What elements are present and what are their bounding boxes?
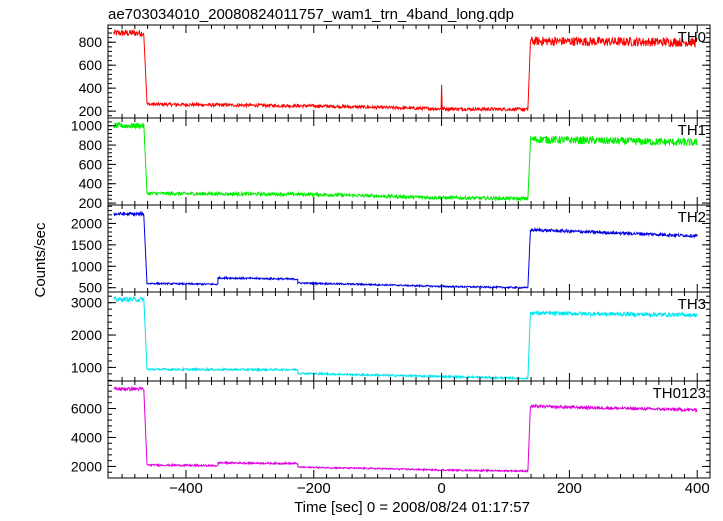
x-tick-label: −400: [169, 480, 203, 497]
panel-frame-th3: [107, 291, 711, 382]
panel-frame-th1: [107, 117, 711, 206]
y-tick-label: 600: [79, 156, 103, 172]
figure-title: ae703034010_20080824011757_wam1_trn_4ban…: [108, 6, 514, 23]
panel-frame-th2: [107, 204, 711, 293]
panels-group: 200 400 600 800 TH0 200 400 600 800 1000 TH1 500 100…: [71, 24, 711, 497]
y-tick-label: 500: [79, 280, 103, 296]
y-tick-label: 400: [79, 80, 103, 96]
series-line-th0123: [113, 385, 698, 473]
y-tick-label: 800: [79, 34, 103, 50]
y-tick-label: 400: [79, 176, 103, 192]
panel-label-th3: TH3: [678, 296, 706, 313]
panel-frame-th0123: [107, 380, 711, 479]
y-tick-label: 4000: [71, 429, 102, 445]
x-tick-label: 200: [557, 480, 582, 497]
panel-label-th0123: TH0123: [653, 385, 706, 402]
x-tick-label: 400: [685, 480, 710, 497]
panel-label-th0: TH0: [678, 29, 706, 46]
series-line-th1: [113, 121, 698, 202]
y-tick-label: 1000: [71, 258, 102, 274]
y-tick-label: 200: [79, 103, 103, 119]
y-tick-label: 2000: [71, 215, 102, 231]
y-tick-label: 3000: [71, 295, 102, 311]
panel-label-th1: TH1: [678, 122, 706, 139]
y-tick-label: 1500: [71, 237, 102, 253]
series-line-th3: [113, 295, 698, 381]
y-tick-label: 2000: [71, 327, 102, 343]
panel-label-th2: TH2: [678, 209, 706, 226]
series-line-th2: [113, 210, 698, 290]
x-tick-label: 0: [437, 480, 445, 497]
x-axis-label: Time [sec] 0 = 2008/08/24 01:17:57: [294, 499, 530, 516]
x-tick-label: −200: [297, 480, 331, 497]
y-tick-label: 200: [79, 195, 103, 211]
y-axis-label: Counts/sec: [32, 222, 49, 298]
y-tick-label: 6000: [71, 401, 102, 417]
series-line-th0: [113, 28, 698, 113]
y-tick-label: 1000: [71, 118, 102, 134]
y-tick-label: 1000: [71, 359, 102, 375]
y-tick-label: 2000: [71, 458, 102, 474]
y-tick-label: 800: [79, 137, 103, 153]
y-tick-label: 600: [79, 57, 103, 73]
